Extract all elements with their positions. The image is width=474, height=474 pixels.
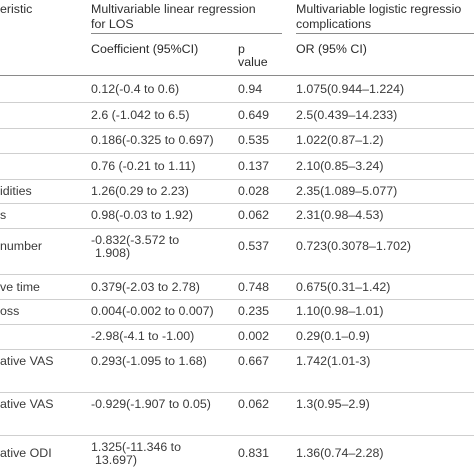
row-coefficient: 0.76 (-0.21 to 1.11) [91,159,196,173]
row-p-value: 0.062 [238,397,270,411]
header-p-line1: p [238,42,245,56]
row-p-value: 0.137 [238,159,270,173]
row-p-value: 0.649 [238,108,270,122]
row-coefficient-cont: 13.697) [95,453,138,467]
row-divider [0,324,474,325]
row-divider [0,228,474,229]
row-label: oss [0,304,20,318]
row-divider [0,128,474,129]
header-rule [0,75,474,76]
row-p-value: 0.028 [238,184,270,198]
row-divider [0,435,474,436]
header-coefficient: Coefficient (95%CI) [91,42,199,56]
row-or: 1.022(0.87–1.2) [296,133,384,147]
row-divider [0,299,474,300]
row-coefficient: 0.186(-0.325 to 0.697) [91,133,214,147]
row-coefficient: 1.325(-11.346 to [91,440,182,454]
row-label: ative VAS [0,354,54,368]
row-or: 0.29(0.1–0.9) [296,329,370,343]
row-or: 0.675(0.31–1.42) [296,280,391,294]
row-coefficient: 0.12(-0.4 to 0.6) [91,82,180,96]
row-p-value: 0.002 [238,329,270,343]
row-or: 1.075(0.944–1.224) [296,82,405,96]
row-divider [0,349,474,350]
row-or: 2.31(0.98–4.53) [296,208,384,222]
header-characteristic: eristic [0,2,33,16]
row-coefficient: 0.98(-0.03 to 1.92) [91,208,193,222]
row-or: 1.36(0.74–2.28) [296,446,384,460]
row-coefficient: 0.379(-2.03 to 2.78) [91,280,200,294]
row-p-value: 0.535 [238,133,270,147]
row-p-value: 0.235 [238,304,270,318]
row-divider [0,153,474,154]
row-or: 1.3(0.95–2.9) [296,397,370,411]
row-label: number [0,239,43,253]
row-coefficient: 1.26(0.29 to 2.23) [91,184,189,198]
row-p-value: 0.062 [238,208,270,222]
row-or: 2.35(1.089–5.077) [296,184,398,198]
row-coefficient: -0.929(-1.907 to 0.05) [91,397,211,411]
row-p-value: 0.94 [238,82,263,96]
logistic-group-rule [296,33,474,34]
header-linear-line1: Multivariable linear regression [91,2,256,16]
row-coefficient: 0.293(-1.095 to 1.68) [91,354,207,368]
row-p-value: 0.537 [238,239,270,253]
header-logistic-line2: complications [296,17,372,31]
header-linear-line2: for LOS [91,17,134,31]
row-divider [0,274,474,275]
row-coefficient: 0.004(-0.002 to 0.007) [91,304,214,318]
row-label: ative ODI [0,446,52,460]
row-coefficient: -0.832(-3.572 to [91,233,180,247]
row-label: ve time [0,280,40,294]
row-label: s [0,208,7,222]
row-label: idities [0,184,32,198]
row-or: 1.742(1.01-3) [296,354,371,368]
header-or: OR (95% CI) [296,42,367,56]
row-divider [0,102,474,103]
row-p-value: 0.831 [238,446,270,460]
row-divider [0,179,474,180]
row-coefficient: -2.98(-4.1 to -1.00) [91,329,195,343]
row-coefficient-cont: 1.908) [95,246,131,260]
linear-group-rule [91,33,282,34]
row-p-value: 0.667 [238,354,270,368]
row-coefficient: 2.6 (-1.042 to 6.5) [91,108,190,122]
row-label: ative VAS [0,397,54,411]
row-divider [0,203,474,204]
row-or: 0.723(0.3078–1.702) [296,239,412,253]
row-divider [0,392,474,393]
header-p-line2: value [238,55,268,69]
row-or: 1.10(0.98–1.01) [296,304,384,318]
row-p-value: 0.748 [238,280,270,294]
row-or: 2.10(0.85–3.24) [296,159,384,173]
row-or: 2.5(0.439–14.233) [296,108,398,122]
header-logistic-line1: Multivariable logistic regressio [296,2,462,16]
